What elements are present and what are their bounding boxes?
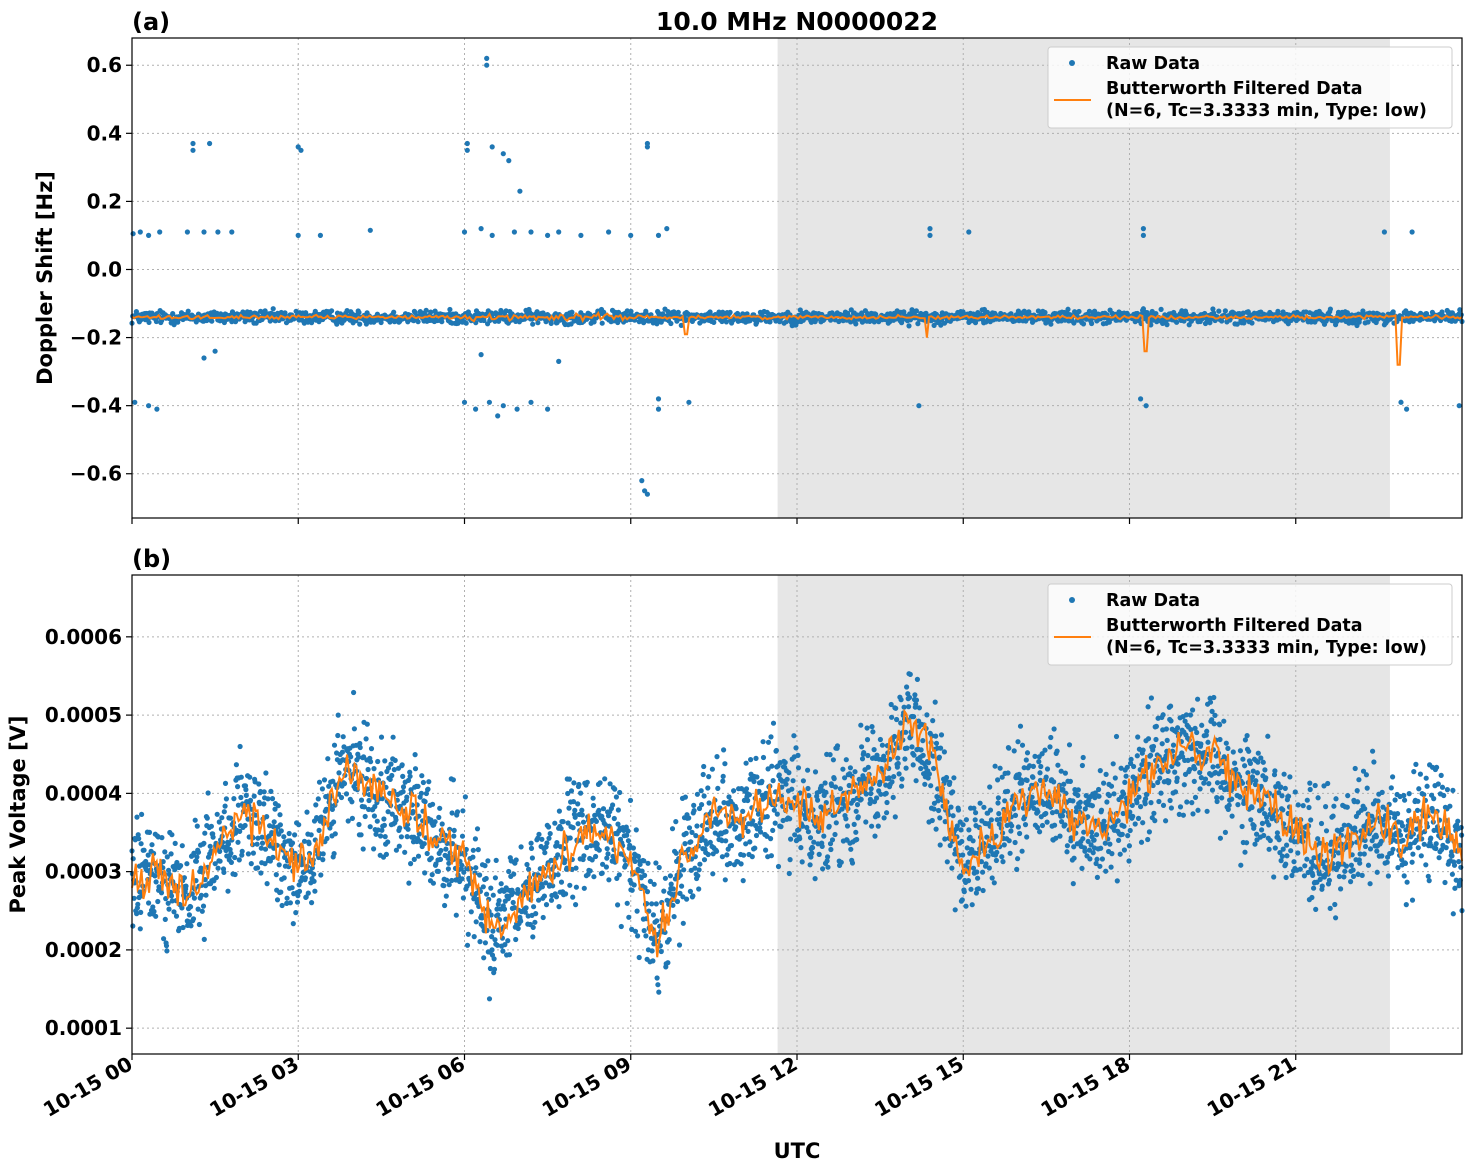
x-tick-label: 10-15 06 [371,1052,469,1122]
x-axis-label: UTC [774,1139,821,1163]
y-tick-label: −0.2 [70,326,122,350]
legend-filtered-params: (N=6, Tc=3.3333 min, Type: low) [1106,638,1427,658]
y-tick-label: 0.0001 [45,1016,122,1040]
y-tick-label: 0.2 [87,189,122,213]
legend-filtered-label: Butterworth Filtered Data [1106,79,1363,99]
y-axis-label: Peak Voltage [V] [6,715,30,913]
y-tick-label: −0.4 [70,394,122,418]
y-axis-ticks: 0.6 0.4 0.2 0.0 −0.2 −0.4 −0.6 [70,53,132,486]
legend-filtered-params: (N=6, Tc=3.3333 min, Type: low) [1106,101,1427,121]
x-axis-ticks [131,1054,1297,1060]
x-tick-label: 10-15 21 [1203,1052,1301,1122]
y-tick-label: −0.6 [70,462,122,486]
y-tick-label: 0.0003 [45,860,122,884]
y-tick-label: 0.6 [87,53,122,77]
legend-raw-label: Raw Data [1106,591,1200,611]
legend-raw-marker [1069,597,1075,603]
peak-voltage-panel: 0.0006 0.0005 0.0004 0.0003 0.0002 0.0001 Pea… [6,545,1465,1122]
legend-box [1047,583,1453,666]
filtered-data-line [131,310,1463,366]
x-tick-label: 10-15 03 [205,1052,303,1122]
y-tick-label: 0.0002 [45,938,122,962]
x-axis-tick-labels: 10-15 00 10-15 03 10-15 06 10-15 09 10-15 12… [39,1052,1300,1122]
y-tick-label: 0.0005 [45,703,122,727]
y-tick-label: 0.0004 [45,781,122,805]
panel-label: (a) [132,8,170,36]
x-tick-label: 10-15 09 [538,1052,636,1122]
y-axis-ticks: 0.0006 0.0005 0.0004 0.0003 0.0002 0.0001 [45,625,132,1040]
y-tick-label: 0.4 [87,121,122,145]
legend-raw-label: Raw Data [1106,54,1200,74]
x-tick-label: 10-15 18 [1036,1052,1134,1122]
y-axis-label: Doppler Shift [Hz] [33,171,57,385]
x-tick-label: 10-15 15 [870,1052,968,1122]
x-axis-ticks [131,518,1297,524]
legend-filtered-label: Butterworth Filtered Data [1106,616,1363,636]
raw-data-points [129,671,1465,1002]
legend: Raw Data Butterworth Filtered Data (N=6,… [1047,583,1453,666]
y-tick-label: 0.0 [87,257,122,281]
doppler-shift-panel: 0.6 0.4 0.2 0.0 −0.2 −0.4 −0.6 Doppler Shift [… [33,8,1465,524]
panel-label: (b) [132,545,171,573]
legend-box [1047,46,1453,129]
x-tick-label: 10-15 12 [704,1052,802,1122]
raw-data-series [129,671,1465,1002]
y-tick-label: 0.0006 [45,625,122,649]
filtered-data-line [131,708,1463,958]
legend-raw-marker [1069,60,1075,66]
legend: Raw Data Butterworth Filtered Data (N=6,… [1047,46,1453,129]
x-tick-label: 10-15 00 [39,1052,137,1122]
chart-title: 10.0 MHz N0000022 [656,7,938,36]
